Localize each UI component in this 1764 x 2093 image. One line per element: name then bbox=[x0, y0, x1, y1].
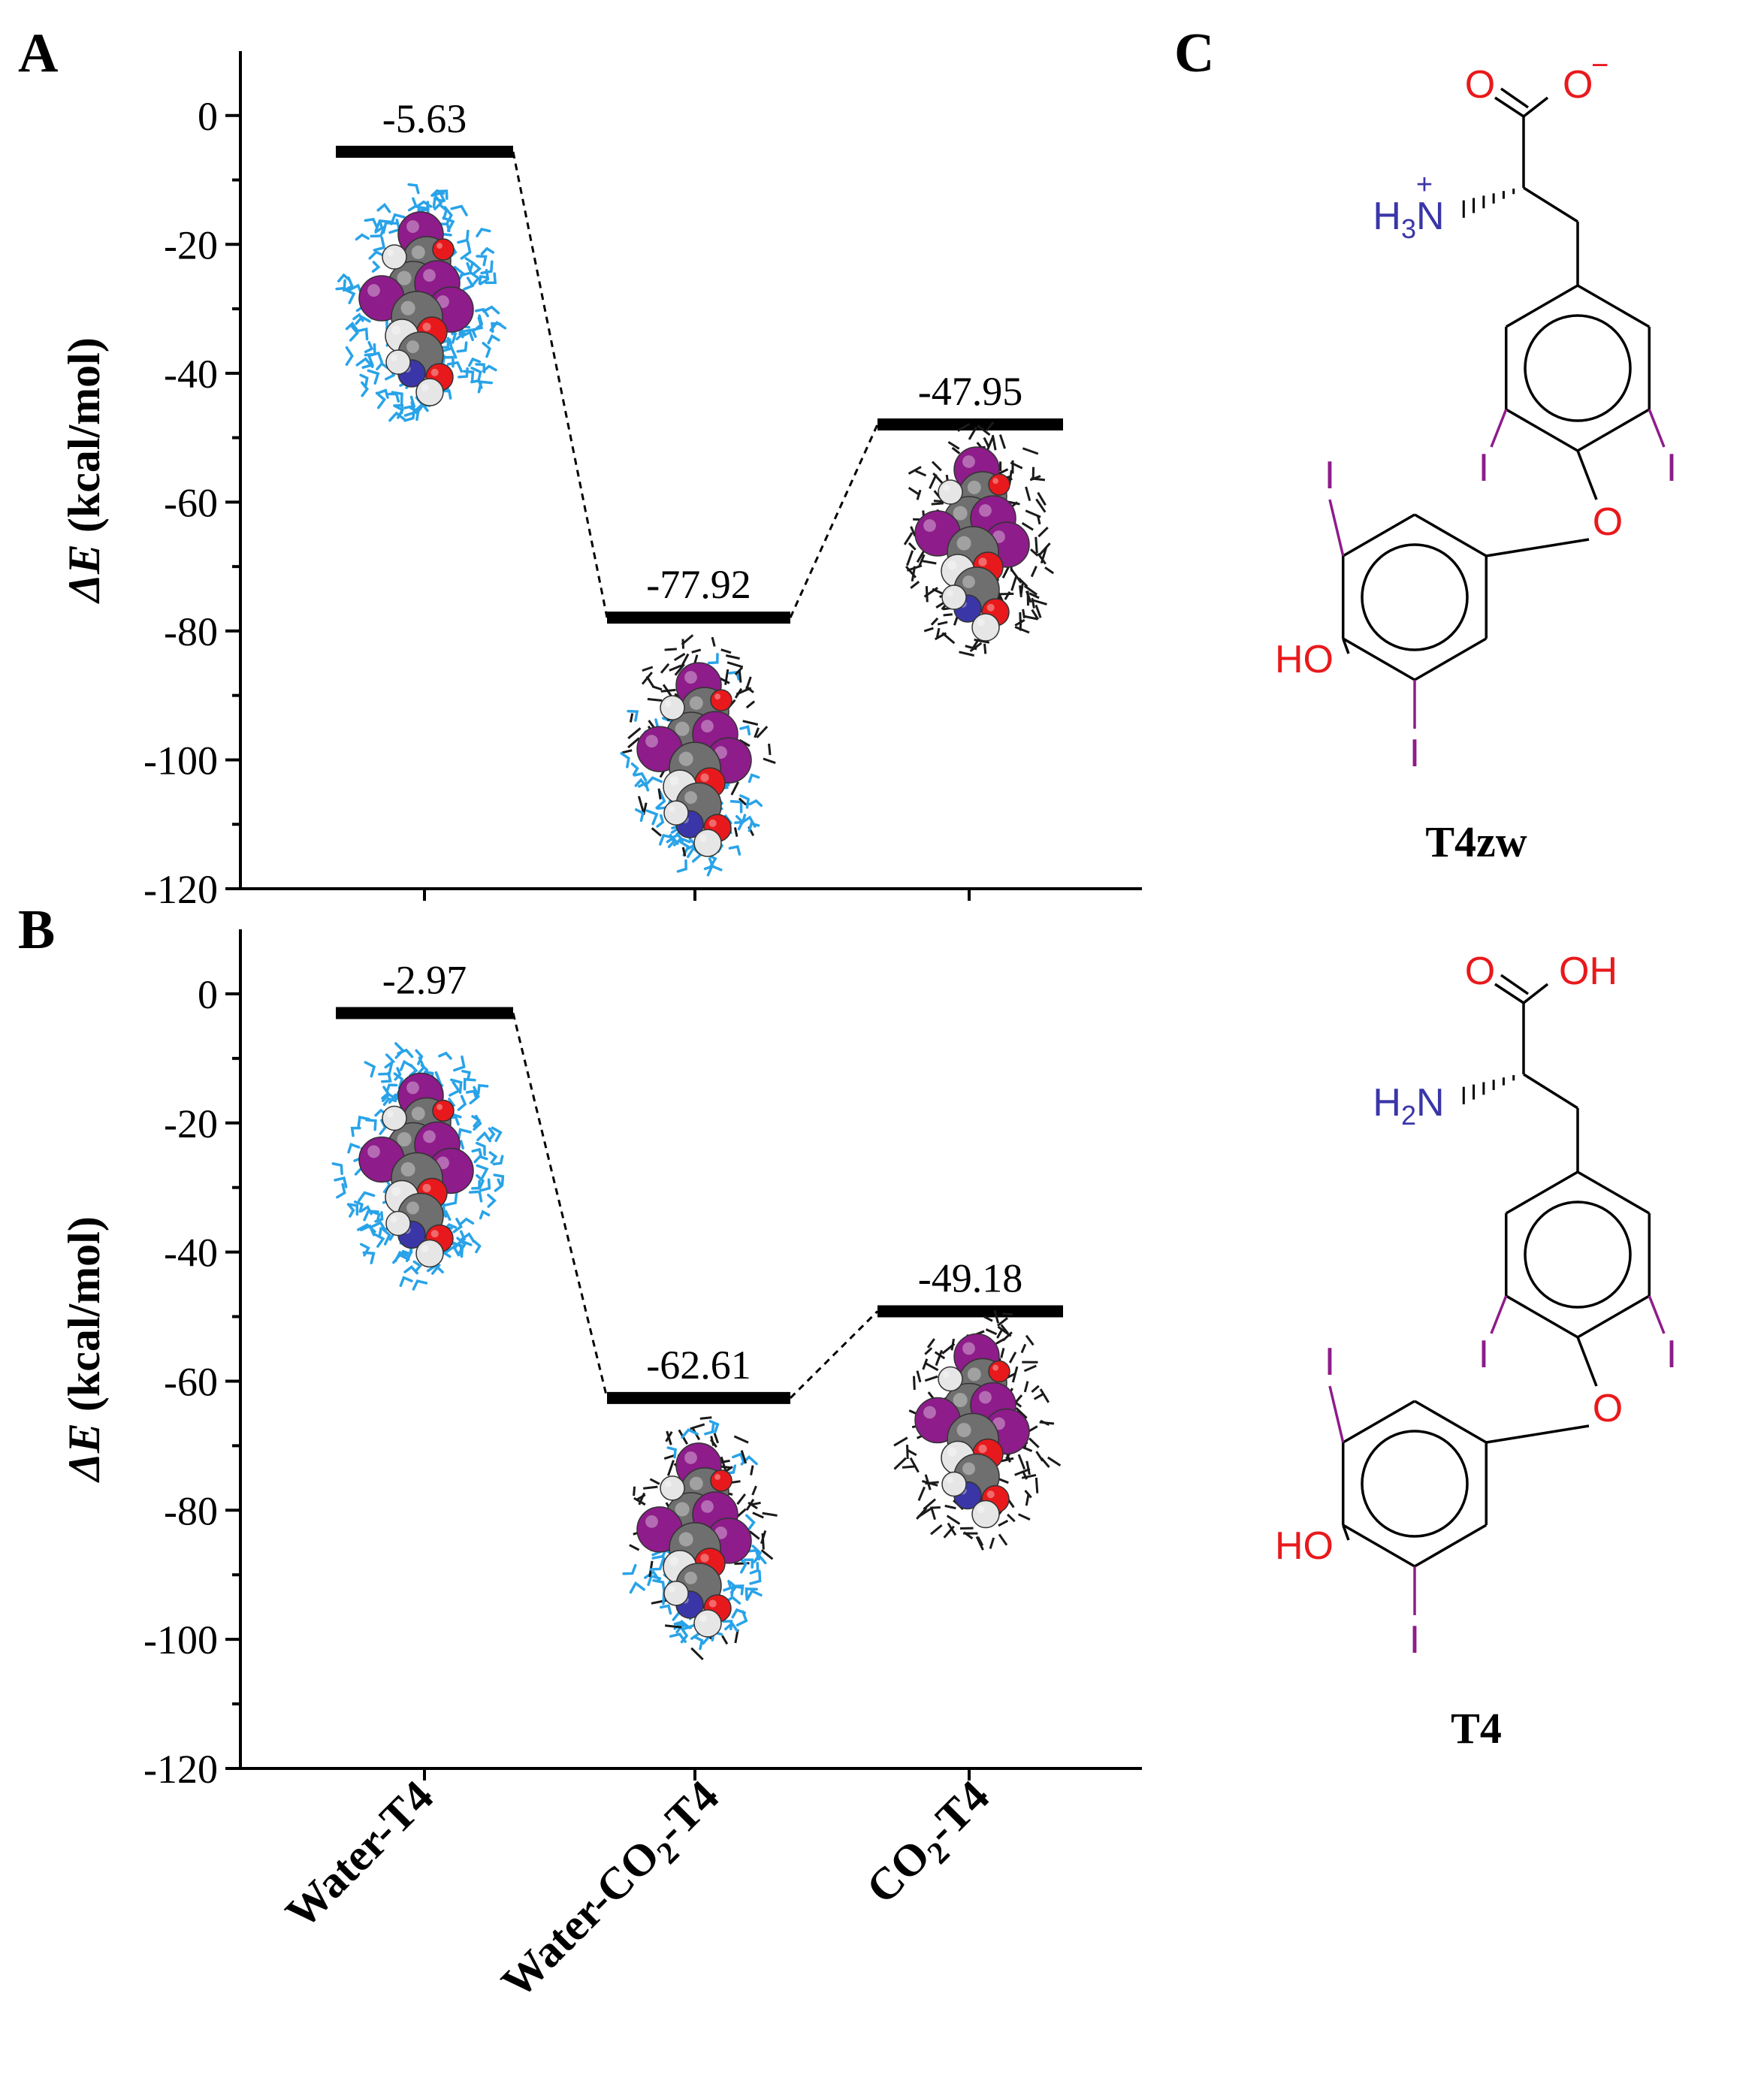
y-tick-label: -120 bbox=[143, 867, 218, 912]
connector-dashed-line bbox=[512, 1013, 609, 1399]
y-axis-label: ΔE (kcal/mol) bbox=[59, 1216, 109, 1483]
structure-name: T4 bbox=[1451, 1704, 1502, 1753]
energy-value-label: -2.97 bbox=[382, 957, 467, 1002]
molecular-cluster-image bbox=[620, 634, 776, 877]
panel-label: B bbox=[18, 899, 55, 961]
y-tick-label: 0 bbox=[198, 972, 218, 1017]
connector-dashed-line bbox=[512, 151, 609, 618]
iodine-label: I bbox=[1666, 446, 1677, 490]
ether-oxygen-label: O bbox=[1593, 500, 1623, 544]
carboxylate-oxygen-label: O bbox=[1563, 63, 1593, 107]
ether-oxygen-label: O bbox=[1593, 1387, 1623, 1430]
energy-value-label: -49.18 bbox=[918, 1255, 1022, 1300]
iodine-label: I bbox=[1325, 454, 1335, 497]
y-tick-label: -120 bbox=[143, 1747, 218, 1792]
energy-value-label: -62.61 bbox=[646, 1342, 751, 1388]
y-tick-label: -20 bbox=[164, 1101, 218, 1146]
y-tick-label: -100 bbox=[143, 1617, 218, 1663]
iodine-label: I bbox=[1479, 1333, 1489, 1376]
y-tick-label: -100 bbox=[143, 738, 218, 783]
panel-b: B 0 -20 -40 -60 -80 -100 -120 ΔE (kcal/mol) -2.97… bbox=[18, 899, 1142, 1792]
x-category-label: Water-CO2-T4 bbox=[492, 1771, 734, 2013]
x-category-label: CO2-T4 bbox=[856, 1771, 1004, 1919]
y-tick-label: -20 bbox=[164, 222, 218, 267]
x-category-label: Water-T4 bbox=[276, 1771, 443, 1938]
positive-charge-label: + bbox=[1416, 169, 1433, 201]
y-tick-label: -40 bbox=[164, 352, 218, 397]
energy-value-label: -47.95 bbox=[918, 369, 1022, 414]
connector-dashed-line bbox=[789, 1310, 879, 1399]
molecular-cluster-image bbox=[335, 183, 507, 422]
molecular-cluster-image bbox=[903, 421, 1055, 657]
iodine-label: I bbox=[1409, 732, 1420, 775]
energy-value-label: -77.92 bbox=[646, 562, 751, 607]
molecular-cluster-image bbox=[893, 1309, 1062, 1551]
energy-value-label: -5.63 bbox=[382, 96, 467, 141]
iodine-label: I bbox=[1409, 1618, 1420, 1662]
amine-group-label: H3N bbox=[1373, 195, 1444, 244]
iodine-label: I bbox=[1325, 1340, 1335, 1384]
panel-label: C bbox=[1174, 23, 1214, 84]
molecular-cluster-image bbox=[331, 1042, 505, 1291]
y-tick-label: -60 bbox=[164, 480, 218, 525]
carbonyl-oxygen-label: O bbox=[1465, 950, 1495, 993]
iodine-label: I bbox=[1479, 446, 1489, 490]
y-axis-label: ΔE (kcal/mol) bbox=[59, 337, 109, 604]
molecular-cluster-image bbox=[622, 1416, 778, 1661]
y-tick-label: -40 bbox=[164, 1231, 218, 1276]
panel-a: A 0 -20 -40 -60 -80 -100 -120 ΔE (kcal/mol) -5.63… bbox=[18, 23, 1142, 912]
x-category-labels: Water-T4 Water-CO2-T4 CO2-T4 bbox=[276, 1771, 1004, 2013]
negative-charge-label: − bbox=[1591, 49, 1608, 82]
carbonyl-oxygen-label: O bbox=[1465, 63, 1495, 107]
phenol-hydroxyl-label: HO bbox=[1275, 638, 1334, 681]
structure-name: T4zw bbox=[1425, 817, 1527, 866]
y-tick-label: -60 bbox=[164, 1359, 218, 1404]
y-tick-label: -80 bbox=[164, 1488, 218, 1533]
hydroxyl-group-label: OH bbox=[1559, 950, 1618, 993]
amine-group-label: H2N bbox=[1373, 1081, 1444, 1131]
energy-charts: A 0 -20 -40 -60 -80 -100 -120 ΔE (kcal/mol) -5.63… bbox=[18, 23, 1142, 1792]
y-tick-label: -80 bbox=[164, 609, 218, 654]
iodine-label: I bbox=[1666, 1333, 1677, 1376]
connector-dashed-line bbox=[789, 424, 879, 618]
panel-label: A bbox=[18, 23, 58, 84]
phenol-hydroxyl-label: HO bbox=[1275, 1524, 1334, 1568]
y-tick-label: 0 bbox=[198, 94, 218, 139]
